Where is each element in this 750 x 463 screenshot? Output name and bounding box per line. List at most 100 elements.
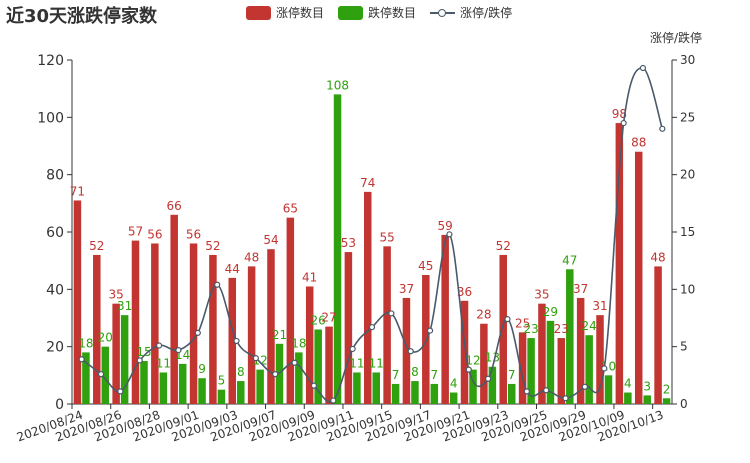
y-tick-label-right: 25 [680, 110, 695, 124]
data-label-dieting: 18 [291, 336, 306, 350]
bar-zhangting [151, 243, 159, 404]
ratio-point [155, 342, 163, 349]
data-label-zhangting: 56 [186, 227, 201, 241]
legend-label: 跌停数目 [368, 6, 417, 20]
ratio-point [446, 231, 453, 238]
data-label-zhangting: 57 [128, 225, 143, 239]
data-label-dieting: 5 [218, 374, 226, 388]
data-label-zhangting: 28 [476, 308, 491, 322]
bar-zhangting [286, 217, 295, 404]
ratio-point [620, 119, 627, 127]
ratio-point [175, 347, 182, 354]
data-label-zhangting: 56 [147, 227, 162, 241]
data-label-zhangting: 31 [592, 299, 607, 313]
data-label-zhangting: 74 [360, 176, 375, 190]
bar-zhangting [73, 200, 82, 404]
data-label-dieting: 8 [237, 365, 245, 379]
data-label-dieting: 7 [508, 368, 516, 382]
ratio-point [426, 327, 434, 334]
data-label-dieting: 15 [136, 345, 151, 359]
data-label-dieting: 7 [392, 368, 400, 382]
ratio-point [194, 329, 201, 337]
bar-dieting [217, 389, 226, 404]
bar-zhangting [364, 191, 372, 404]
ratio-point [330, 397, 337, 404]
data-label-zhangting: 37 [573, 282, 588, 296]
data-label-zhangting: 59 [438, 219, 453, 233]
legend-line-icon [430, 6, 456, 20]
bar-zhangting [557, 338, 566, 404]
data-label-zhangting: 44 [225, 262, 240, 276]
y-tick-label-right: 15 [680, 225, 695, 239]
ratio-point [97, 371, 105, 378]
bar-dieting [488, 366, 497, 404]
bar-dieting [585, 335, 593, 404]
data-label-zhangting: 52 [205, 239, 220, 253]
ratio-point [581, 383, 589, 390]
bar-zhangting [538, 303, 546, 404]
bar-zhangting [441, 234, 449, 404]
bar-dieting [140, 361, 148, 404]
ratio-point [252, 355, 259, 362]
data-label-dieting: 13 [485, 351, 500, 365]
ratio-point [388, 310, 395, 317]
bar-zhangting [189, 243, 198, 404]
legend-label: 涨停/跌停 [460, 6, 513, 20]
bar-zhangting [460, 300, 469, 404]
bar-dieting [604, 375, 613, 404]
data-label-dieting: 26 [311, 313, 326, 327]
data-label-dieting: 47 [562, 253, 577, 267]
y-tick-label-left: 0 [55, 397, 64, 413]
data-label-zhangting: 66 [167, 199, 182, 213]
y-tick-label-left: 100 [37, 110, 64, 126]
data-label-zhangting: 23 [554, 322, 569, 336]
bar-zhangting [131, 240, 140, 404]
bar-zhangting [480, 323, 488, 404]
ratio-line [81, 67, 664, 403]
data-label-dieting: 3 [643, 379, 651, 393]
data-label-zhangting: 45 [418, 259, 433, 273]
bar-dieting [333, 94, 342, 405]
data-label-zhangting: 25 [515, 316, 530, 330]
ratio-point [291, 359, 298, 366]
bar-zhangting [93, 254, 101, 404]
bar-zhangting [596, 315, 604, 404]
bar-dieting [566, 269, 574, 404]
legend-item-ratio[interactable]: 涨停/跌停 [430, 4, 512, 21]
bar-dieting [469, 369, 477, 404]
data-label-dieting: 12 [465, 354, 480, 368]
bar-zhangting [518, 332, 527, 404]
data-label-zhangting: 71 [70, 184, 85, 198]
data-label-zhangting: 27 [321, 311, 336, 325]
data-label-dieting: 21 [272, 328, 287, 342]
bar-dieting [198, 378, 206, 404]
y-tick-label-left: 20 [46, 340, 64, 356]
y-tick-label-right: 5 [680, 340, 688, 354]
ratio-point [523, 388, 530, 395]
data-label-dieting: 29 [543, 305, 558, 319]
data-label-dieting: 9 [198, 362, 206, 376]
data-label-zhangting: 53 [341, 236, 356, 250]
bar-zhangting [267, 249, 275, 404]
ratio-point [485, 375, 492, 382]
data-label-dieting: 7 [430, 368, 438, 382]
data-label-dieting: 23 [523, 322, 538, 336]
legend-item-dieting[interactable]: 跌停数目 [338, 4, 416, 21]
bar-dieting [120, 315, 129, 404]
ratio-point [465, 366, 472, 373]
bar-dieting [546, 320, 555, 404]
data-label-zhangting: 55 [379, 230, 394, 244]
bar-dieting [178, 363, 187, 404]
y-tick-label-right: 10 [680, 282, 695, 296]
bar-dieting [527, 338, 535, 404]
data-label-zhangting: 48 [244, 250, 259, 264]
data-label-zhangting: 98 [612, 107, 627, 121]
bar-dieting [353, 372, 361, 404]
bar-zhangting [499, 254, 507, 404]
data-label-dieting: 18 [78, 336, 93, 350]
legend-label: 涨停数目 [276, 6, 325, 20]
bar-dieting [314, 329, 322, 404]
ratio-point [349, 345, 356, 353]
legend-item-zhangting[interactable]: 涨停数目 [246, 4, 324, 21]
